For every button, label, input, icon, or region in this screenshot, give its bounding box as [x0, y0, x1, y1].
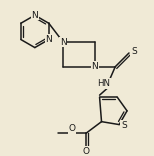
Text: N: N — [31, 11, 38, 20]
Text: S: S — [121, 121, 127, 130]
Text: N: N — [60, 38, 67, 47]
Text: N: N — [45, 35, 52, 44]
Text: N: N — [91, 62, 98, 71]
Text: O: O — [69, 124, 76, 133]
Text: S: S — [131, 47, 137, 56]
Text: HN: HN — [97, 79, 110, 88]
Text: O: O — [82, 147, 89, 156]
